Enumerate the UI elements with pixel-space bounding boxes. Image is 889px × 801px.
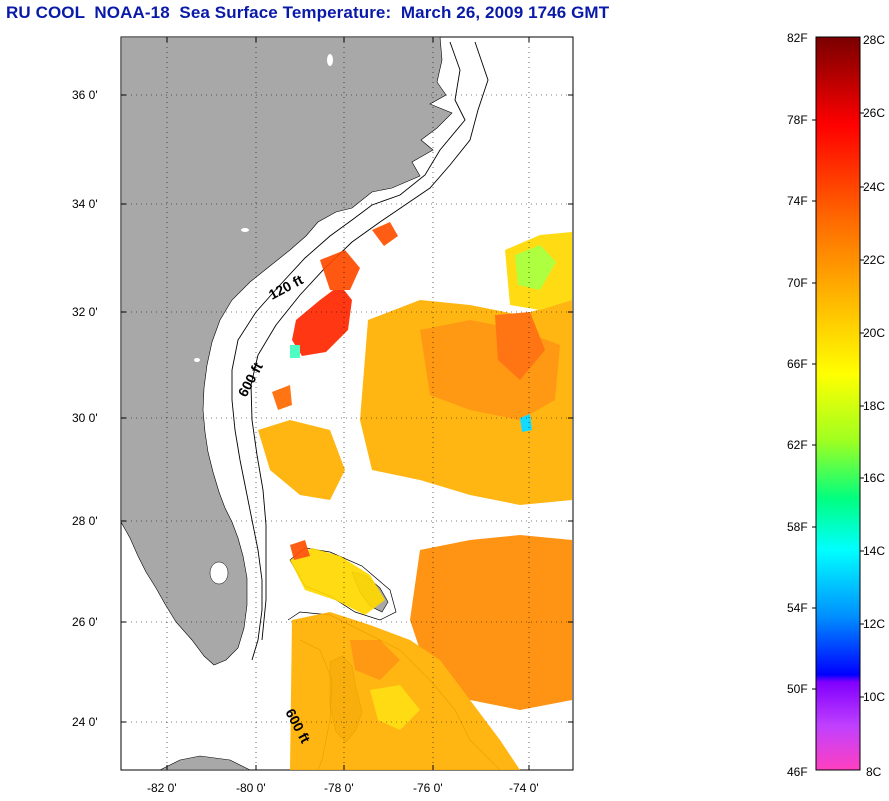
colorbar-c-label: 22C: [863, 253, 885, 267]
lon-label: -80 0': [236, 781, 266, 795]
colorbar-c-label: 20C: [863, 326, 885, 340]
contour-600ft: [250, 41, 489, 641]
colorbar-gradient: [815, 36, 861, 771]
colorbar-f-label: 62F: [787, 438, 808, 452]
colorbar-c-label: 28C: [863, 33, 885, 47]
lat-label: 26 0': [72, 615, 98, 629]
colorbar-f-label: 58F: [787, 520, 808, 534]
lake: [241, 228, 249, 232]
colorbar-c-label: 16C: [863, 471, 885, 485]
lat-label: 28 0': [72, 514, 98, 528]
colorbar-c-label: 18C: [863, 399, 885, 413]
lat-label: 36 0': [72, 88, 98, 102]
colorbar-f-label: 46F: [787, 765, 808, 779]
colorbar-c-label: 8C: [866, 765, 882, 779]
colorbar-f-label: 78F: [787, 113, 808, 127]
lat-label: 30 0': [72, 411, 98, 425]
lake-okeechobee: [209, 561, 229, 585]
lon-label: -74 0': [509, 781, 539, 795]
land-cuba: [159, 755, 251, 770]
lon-label: -76 0': [413, 781, 443, 795]
colorbar-f-label: 66F: [787, 357, 808, 371]
colorbar: 82F 78F 74F 70F 66F 62F 58F 54F 50F 46F …: [787, 31, 885, 779]
land-us-coast: [121, 37, 453, 666]
sst-data: [258, 222, 572, 770]
colorbar-c-label: 12C: [863, 617, 885, 631]
lat-label: 34 0': [72, 197, 98, 211]
colorbar-f-label: 74F: [787, 194, 808, 208]
lat-labels: 36 0' 34 0' 32 0' 30 0' 28 0' 26 0' 24 0…: [72, 88, 98, 729]
colorbar-c-label: 14C: [863, 544, 885, 558]
lake: [327, 54, 333, 66]
colorbar-f-label: 82F: [787, 31, 808, 45]
colorbar-ticks: [812, 112, 864, 698]
map-content: 120 ft 600 ft 600 ft: [121, 37, 573, 770]
lon-labels: -82 0' -80 0' -78 0' -76 0' -74 0': [147, 781, 539, 795]
map-grid: [121, 37, 573, 770]
colorbar-f-label: 50F: [787, 682, 808, 696]
colorbar-f-label: 70F: [787, 276, 808, 290]
lat-label: 32 0': [72, 305, 98, 319]
colorbar-f-label: 54F: [787, 601, 808, 615]
map-ticks: [121, 37, 573, 770]
colorbar-c-label: 10C: [863, 690, 885, 704]
lat-label: 24 0': [72, 715, 98, 729]
colorbar-c-label: 24C: [863, 180, 885, 194]
lon-label: -78 0': [324, 781, 354, 795]
lake: [194, 358, 200, 362]
lon-label: -82 0': [147, 781, 177, 795]
map-title: RU COOL NOAA-18 Sea Surface Temperature:…: [6, 3, 610, 22]
colorbar-c-label: 26C: [863, 106, 885, 120]
